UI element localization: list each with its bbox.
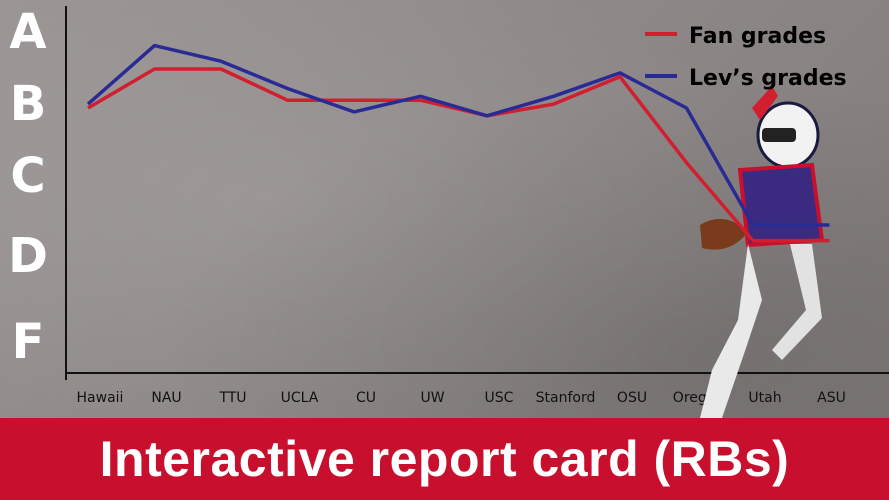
x-tick-label: UCLA: [281, 390, 319, 406]
grade-label-d: D: [8, 228, 48, 284]
x-tick-label: OSU: [617, 390, 647, 406]
series-line-fan-grades: [87, 67, 830, 243]
football-player-photo: [700, 86, 825, 418]
x-tick-label: NAU: [151, 390, 181, 406]
leg-left-shape: [700, 244, 762, 418]
x-tick-label: ASU: [817, 390, 846, 406]
x-tick-label: TTU: [218, 390, 246, 406]
grade-label-a: A: [9, 4, 46, 60]
x-tick-label: CU: [356, 390, 376, 406]
legend-label-levs-grades: Lev’s grades: [689, 66, 847, 91]
x-tick-label: UW: [420, 390, 444, 406]
x-tick-label: Stanford: [536, 390, 596, 406]
grade-label-c: C: [10, 148, 45, 204]
x-tick-label: Utah: [748, 390, 781, 406]
football-shape: [700, 218, 748, 250]
title-banner: Interactive report card (RBs): [0, 418, 889, 500]
x-tick-label: USC: [485, 390, 514, 406]
glove-shape: [752, 86, 778, 120]
leg-right-shape: [772, 244, 822, 360]
legend: Fan grades Lev’s grades: [645, 24, 847, 91]
face-mask-shape: [762, 128, 796, 142]
banner-title: Interactive report card (RBs): [99, 431, 790, 487]
grade-label-f: F: [12, 314, 45, 370]
jersey-shape: [737, 162, 825, 248]
x-tick-label: Hawaii: [77, 390, 124, 406]
legend-label-fan-grades: Fan grades: [689, 24, 826, 49]
grade-label-b: B: [10, 76, 47, 132]
